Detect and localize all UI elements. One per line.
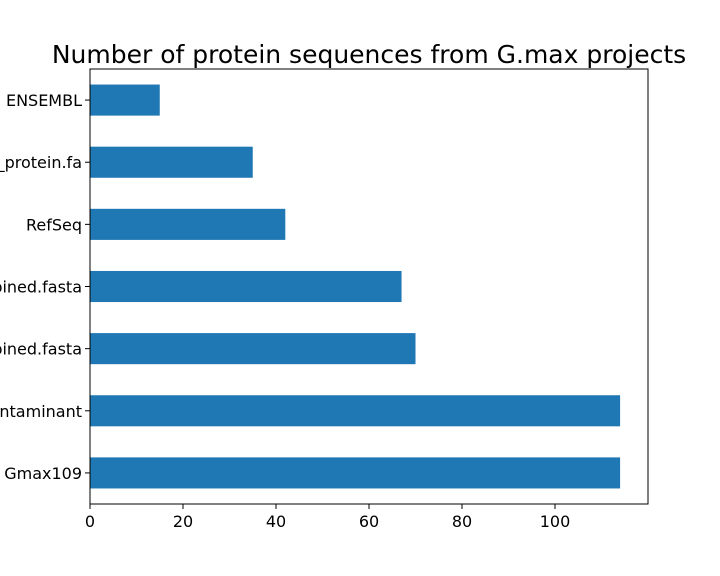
y-tick-label: RefSeq bbox=[26, 215, 82, 234]
x-tick-label: 100 bbox=[540, 512, 571, 531]
y-tick-label: ENSEMBL bbox=[6, 91, 82, 110]
bar-2 bbox=[90, 208, 286, 240]
bar-5 bbox=[90, 395, 621, 427]
x-axis-ticks: 0 20 40 60 80 100 bbox=[85, 504, 570, 531]
x-tick-label: 60 bbox=[359, 512, 379, 531]
y-tick-label: _protein.fa bbox=[0, 153, 82, 173]
bar-3 bbox=[90, 270, 402, 303]
x-tick-label: 20 bbox=[173, 512, 193, 531]
y-tick-label: bined.fasta bbox=[0, 340, 82, 359]
x-tick-label: 0 bbox=[85, 512, 95, 531]
y-tick-label: Gmax109 bbox=[4, 464, 82, 483]
bar-6 bbox=[90, 457, 621, 489]
plot-frame bbox=[89, 68, 649, 505]
bar-4 bbox=[90, 333, 416, 365]
bar-1 bbox=[90, 146, 253, 178]
bar-0 bbox=[90, 84, 160, 116]
chart-title: Number of protein sequences from G.max p… bbox=[52, 40, 686, 69]
x-tick-label: 40 bbox=[266, 512, 286, 531]
x-tick-label: 80 bbox=[452, 512, 472, 531]
y-axis-ticks: ENSEMBL _protein.fa RefSeq bined.fasta bined… bbox=[0, 91, 90, 483]
y-tick-label: bined.fasta bbox=[0, 278, 82, 297]
bars-layer bbox=[90, 84, 621, 489]
y-tick-label: ntaminant bbox=[0, 402, 82, 421]
